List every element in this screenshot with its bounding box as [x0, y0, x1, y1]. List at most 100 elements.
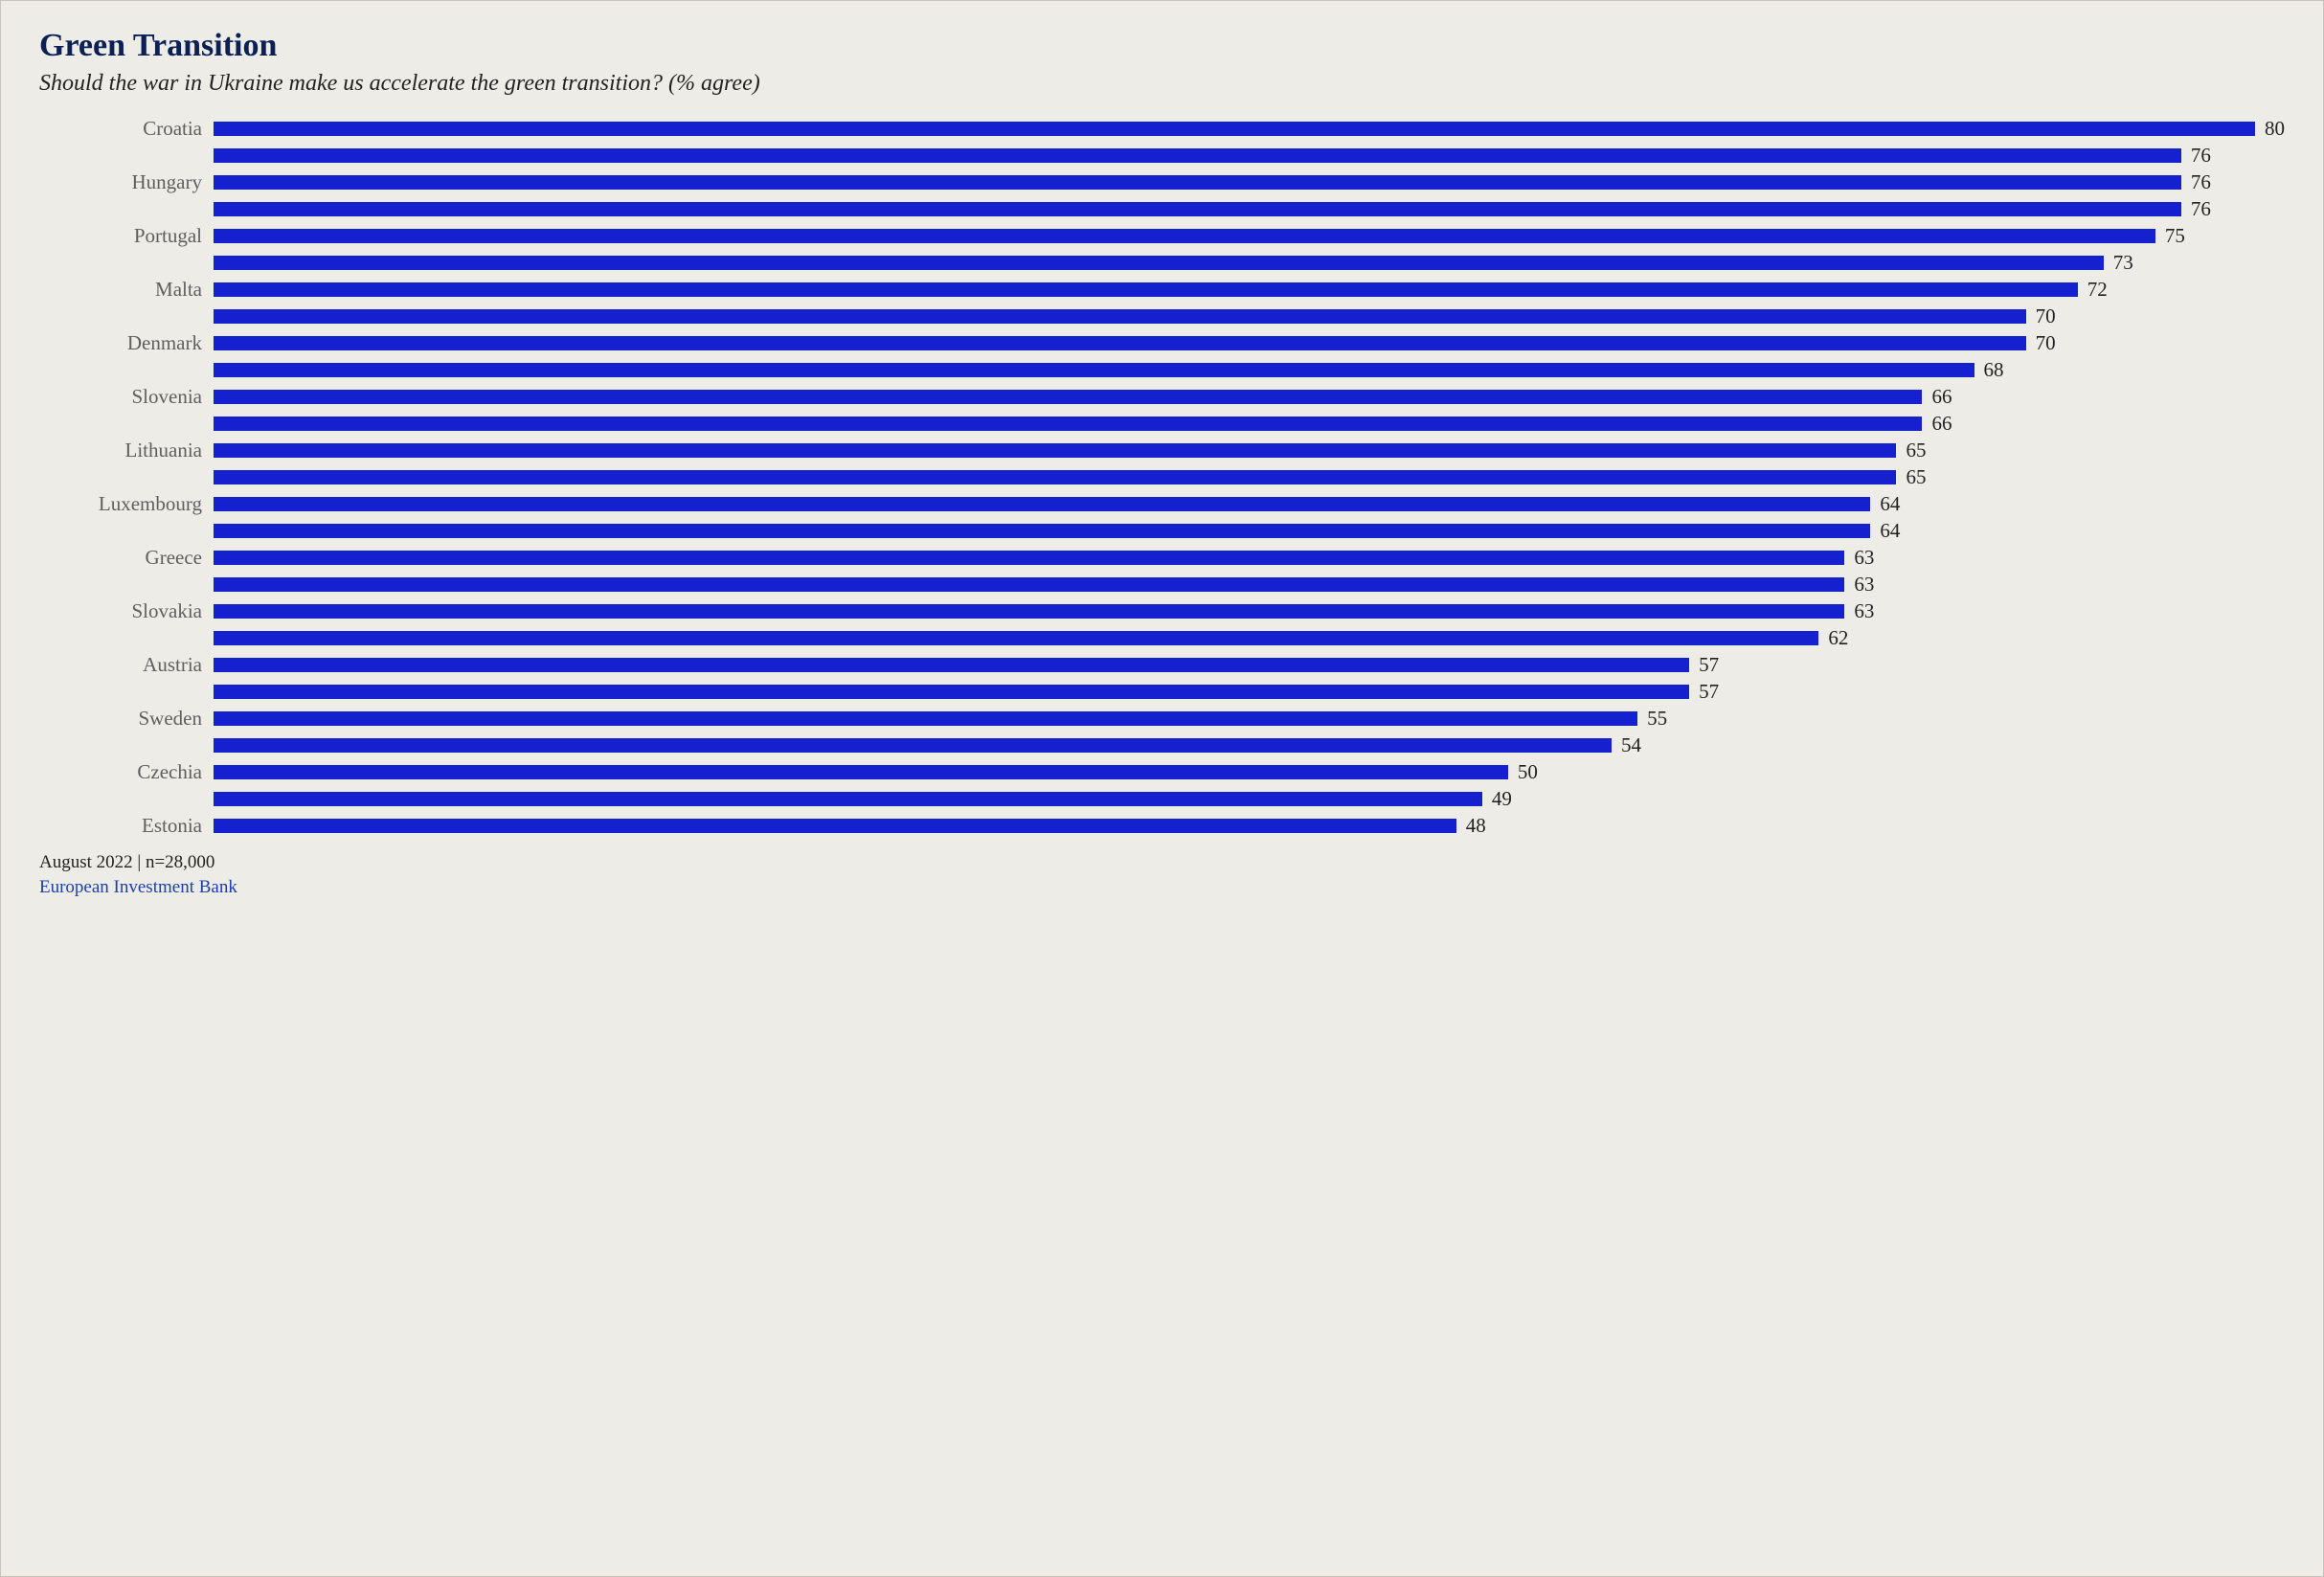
chart-card: Green Transition Should the war in Ukrai… [0, 0, 2324, 1577]
bar [214, 256, 2104, 270]
y-axis-label: Denmark [39, 331, 214, 355]
bar-value-label: 48 [1456, 814, 1486, 838]
bar [214, 363, 1974, 377]
bar-value-label: 57 [1689, 653, 1719, 677]
bar-track: 50 [214, 758, 2285, 785]
y-axis-label: Croatia [39, 117, 214, 141]
bar [214, 175, 2181, 190]
y-axis-label: Slovenia [39, 385, 214, 409]
bar-track: 66 [214, 410, 2285, 437]
bar-row: 54 [39, 732, 2285, 758]
bar-track: 70 [214, 303, 2285, 329]
bar [214, 390, 1922, 404]
bar-track: 55 [214, 705, 2285, 732]
bar [214, 417, 1922, 431]
bar-row: 57 [39, 678, 2285, 705]
bar-value-label: 65 [1896, 439, 1926, 462]
bar [214, 470, 1896, 484]
chart-title: Green Transition [39, 28, 2285, 63]
bar-track: 63 [214, 597, 2285, 624]
bar-value-label: 73 [2104, 251, 2133, 275]
bar-track: 73 [214, 249, 2285, 276]
bar-track: 64 [214, 490, 2285, 517]
bar [214, 336, 2026, 350]
bar-row: Denmark70 [39, 329, 2285, 356]
bar-row: 68 [39, 356, 2285, 383]
bar-row: Slovenia 66 [39, 383, 2285, 410]
bar-track: 57 [214, 651, 2285, 678]
bar [214, 282, 2078, 297]
bar-value-label: 64 [1870, 519, 1900, 543]
bar-row: Estonia 48 [39, 812, 2285, 839]
bar-value-label: 70 [2026, 304, 2056, 328]
bar-track: 65 [214, 437, 2285, 463]
bar [214, 631, 1818, 645]
bar-value-label: 72 [2078, 278, 2108, 302]
bar-value-label: 62 [1818, 626, 1848, 650]
bar-value-label: 76 [2181, 197, 2211, 221]
bar-track: 72 [214, 276, 2285, 303]
bar-row: Luxembourg64 [39, 490, 2285, 517]
bar [214, 551, 1844, 565]
bar-row: 49 [39, 785, 2285, 812]
bar-track: 76 [214, 169, 2285, 195]
bar-value-label: 66 [1922, 385, 1952, 409]
y-axis-label: Hungary [39, 170, 214, 194]
bar [214, 685, 1689, 699]
bar-track: 64 [214, 517, 2285, 544]
bar-track: 48 [214, 812, 2285, 839]
bar-row: Croatia 80 [39, 115, 2285, 142]
bar-track: 66 [214, 383, 2285, 410]
bar-track: 63 [214, 571, 2285, 597]
bar-value-label: 63 [1844, 599, 1874, 623]
bar-track: 70 [214, 329, 2285, 356]
bar [214, 711, 1637, 726]
y-axis-label: Austria [39, 653, 214, 677]
bar-track: 80 [214, 115, 2285, 142]
y-axis-label: Malta [39, 278, 214, 302]
bar-track: 65 [214, 463, 2285, 490]
bar [214, 497, 1870, 511]
chart-meta: August 2022 | n=28,000 [39, 852, 2285, 873]
y-axis-label: Lithuania [39, 439, 214, 462]
bar [214, 309, 2026, 324]
bar-value-label: 54 [1612, 733, 1641, 757]
bar [214, 202, 2181, 216]
bar [214, 792, 1482, 806]
bar-row: 70 [39, 303, 2285, 329]
bar-row: 76 [39, 195, 2285, 222]
bar-row: Greece 63 [39, 544, 2285, 571]
y-axis-label: Estonia [39, 814, 214, 838]
bar-value-label: 80 [2255, 117, 2285, 141]
bar-value-label: 64 [1870, 492, 1900, 516]
bar-row: 76 [39, 142, 2285, 169]
bar [214, 604, 1844, 619]
bar-value-label: 55 [1637, 707, 1667, 731]
y-axis-label: Slovakia [39, 599, 214, 623]
bar-track: 57 [214, 678, 2285, 705]
bar-value-label: 49 [1482, 787, 1512, 811]
bar-row: 64 [39, 517, 2285, 544]
bar-track: 76 [214, 195, 2285, 222]
bar [214, 738, 1612, 753]
chart-footer: August 2022 | n=28,000 European Investme… [39, 852, 2285, 898]
y-axis-label: Portugal [39, 224, 214, 248]
bar-value-label: 63 [1844, 546, 1874, 570]
bar [214, 122, 2255, 136]
bar [214, 443, 1896, 458]
bar-row: Malta 72 [39, 276, 2285, 303]
y-axis-label: Czechia [39, 760, 214, 784]
bar-track: 54 [214, 732, 2285, 758]
bar-row: Hungary76 [39, 169, 2285, 195]
bar-row: Austria 57 [39, 651, 2285, 678]
bar-row: 65 [39, 463, 2285, 490]
bar-row: 73 [39, 249, 2285, 276]
bar-row: Czechia50 [39, 758, 2285, 785]
bar-track: 76 [214, 142, 2285, 169]
bar-value-label: 66 [1922, 412, 1952, 436]
bar-track: 75 [214, 222, 2285, 249]
y-axis-label: Greece [39, 546, 214, 570]
bar [214, 524, 1870, 538]
bar-value-label: 76 [2181, 144, 2211, 168]
bar-track: 49 [214, 785, 2285, 812]
